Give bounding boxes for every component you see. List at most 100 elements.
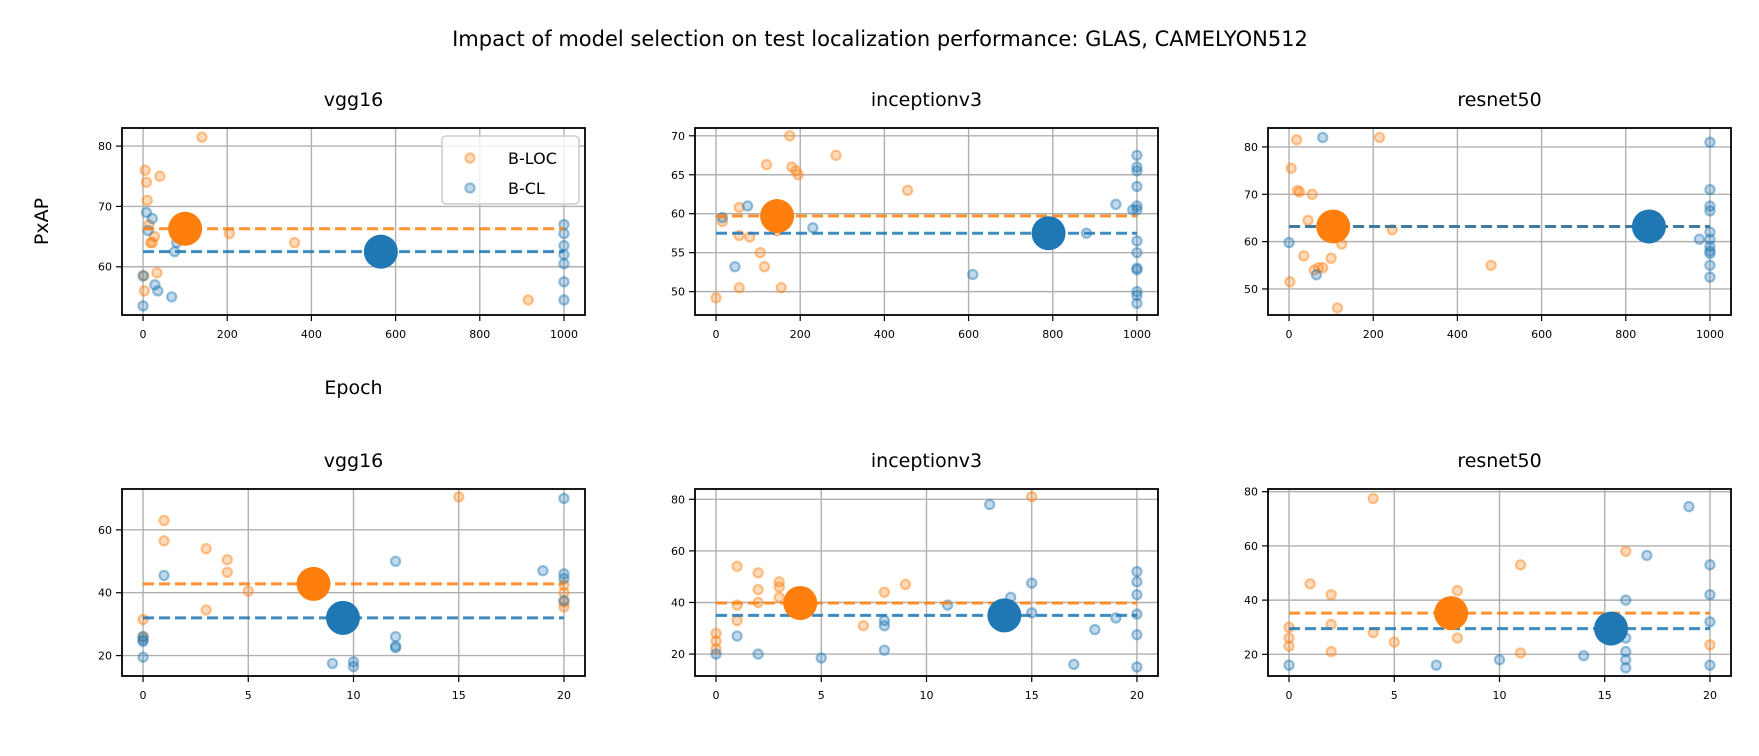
b-cl-point <box>1131 204 1143 216</box>
b-loc-selected-point <box>760 199 795 234</box>
x-tick-label: 800 <box>1042 328 1063 341</box>
b-loc-point <box>733 282 745 294</box>
y-tick-label: 50 <box>671 286 685 299</box>
y-tick-label: 70 <box>98 200 112 213</box>
y-tick-label: 20 <box>98 650 112 663</box>
b-loc-point <box>710 635 722 647</box>
b-loc-point <box>1302 214 1314 227</box>
b-cl-point <box>1131 149 1143 161</box>
b-cl-point <box>752 648 764 660</box>
b-loc-selected-point <box>1434 596 1469 631</box>
b-cl-point <box>146 212 159 225</box>
b-loc-point <box>158 535 170 547</box>
b-loc-point <box>1284 276 1296 288</box>
x-tick-label: 0 <box>140 689 147 702</box>
b-cl-point <box>1110 198 1122 211</box>
y-tick-label: 70 <box>1244 188 1258 201</box>
x-tick-label: 1000 <box>1696 328 1724 341</box>
b-cl-point <box>1131 165 1143 177</box>
b-loc-point <box>1312 261 1325 274</box>
legend-marker-b-loc <box>464 152 476 164</box>
b-cl-point <box>1704 240 1716 253</box>
b-loc-point <box>141 194 153 207</box>
b-loc-point <box>138 270 150 282</box>
b-cl-point <box>1704 259 1716 271</box>
b-loc-point <box>758 260 771 273</box>
b-cl-point <box>1131 589 1143 601</box>
b-cl-point <box>1493 654 1506 666</box>
b-cl-point <box>558 492 570 505</box>
b-loc-point <box>1704 639 1716 651</box>
b-cl-point <box>815 652 827 664</box>
x-axis-label: Epoch <box>324 377 382 399</box>
b-cl-point <box>1283 236 1295 249</box>
b-loc-point <box>1514 559 1527 571</box>
b-loc-point <box>773 576 785 588</box>
b-cl-point <box>1131 180 1143 193</box>
x-tick-label: 0 <box>1286 689 1293 702</box>
b-loc-point <box>733 201 745 214</box>
x-tick-label: 200 <box>790 328 811 341</box>
axes-frame <box>121 127 586 316</box>
y-tick-label: 60 <box>98 524 112 537</box>
b-cl-point <box>137 631 149 643</box>
subplot-title: resnet50 <box>1457 450 1541 472</box>
y-tick-label: 80 <box>98 140 112 153</box>
b-cl-point <box>1704 200 1716 212</box>
b-cl-point <box>1131 576 1143 588</box>
b-loc-point <box>775 282 787 294</box>
b-cl-point <box>1131 200 1143 212</box>
x-tick-label: 10 <box>1493 689 1507 702</box>
x-tick-label: 800 <box>1615 328 1636 341</box>
b-loc-point <box>784 130 796 142</box>
b-loc-point <box>1388 636 1400 648</box>
b-loc-point <box>731 614 743 627</box>
b-loc-point <box>1285 162 1297 174</box>
b-cl-point <box>1704 559 1716 571</box>
y-tick-label: 80 <box>1244 141 1258 154</box>
x-tick-label: 5 <box>245 689 252 702</box>
subplot-2: 0 200 400 600 800 1000 50 55 60 65 70 inceptionv3 <box>671 89 1159 341</box>
x-tick-label: 15 <box>1598 689 1612 702</box>
b-cl-point <box>1704 245 1716 257</box>
x-tick-label: 15 <box>452 689 466 702</box>
y-tick-label: 40 <box>98 587 112 600</box>
b-loc-point <box>140 176 153 188</box>
b-cl-point <box>731 630 743 642</box>
b-cl-point <box>1704 616 1716 628</box>
b-cl-point <box>389 631 402 643</box>
b-cl-point <box>878 644 891 656</box>
b-cl-point <box>1131 262 1143 274</box>
b-cl-point <box>1704 247 1716 260</box>
x-tick-label: 200 <box>217 328 238 341</box>
b-cl-point <box>558 568 570 580</box>
b-cl-point <box>967 268 979 281</box>
b-cl-point <box>716 211 729 224</box>
b-cl-selected-point <box>987 598 1022 633</box>
x-tick-label: 10 <box>920 689 934 702</box>
b-cl-point <box>1131 289 1143 302</box>
b-cl-point <box>389 555 402 567</box>
x-tick-label: 0 <box>713 328 720 341</box>
b-loc-point <box>754 246 766 259</box>
b-loc-point <box>196 131 208 143</box>
b-cl-point <box>1089 623 1101 636</box>
x-tick-label: 600 <box>1531 328 1552 341</box>
y-tick-label: 70 <box>671 130 685 143</box>
b-loc-point <box>1304 578 1316 590</box>
b-loc-point <box>1291 184 1304 197</box>
b-cl-point <box>1127 204 1139 216</box>
b-cl-point <box>137 300 149 312</box>
x-tick-label: 5 <box>1391 689 1398 702</box>
b-loc-point <box>200 543 212 555</box>
b-loc-point <box>223 227 236 240</box>
b-loc-point <box>522 294 534 306</box>
b-cl-point <box>1131 246 1143 259</box>
b-cl-point <box>1704 183 1716 196</box>
x-tick-label: 600 <box>385 328 406 341</box>
b-cl-point <box>1683 500 1695 513</box>
x-tick-label: 1000 <box>550 328 578 341</box>
legend-marker-b-cl <box>464 182 476 194</box>
y-tick-label: 20 <box>1244 648 1258 661</box>
b-cl-point <box>1131 297 1143 310</box>
